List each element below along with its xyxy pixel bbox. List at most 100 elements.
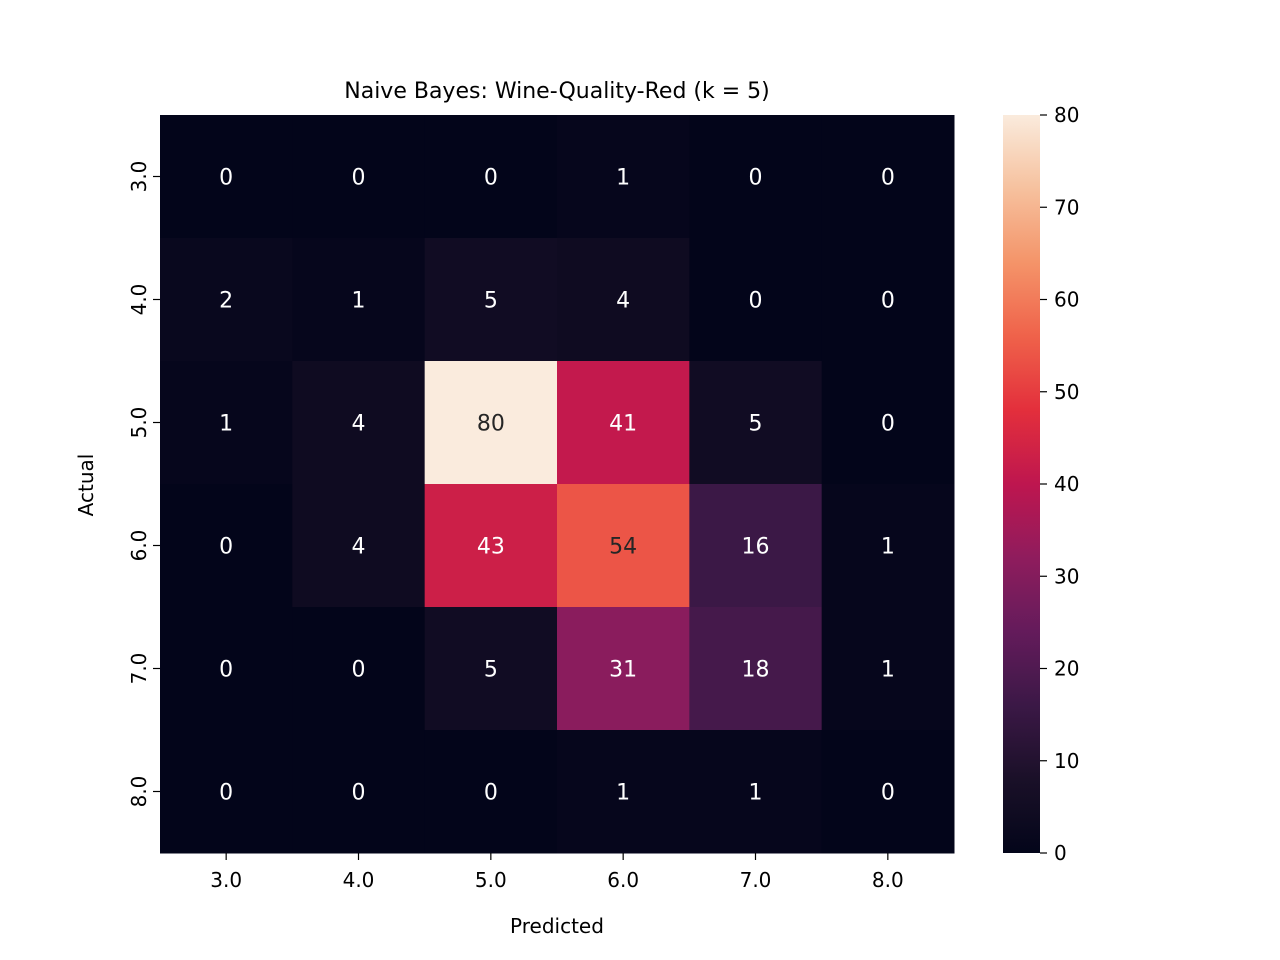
heatmap-cell	[424, 361, 558, 485]
cell-value-label: 0	[352, 658, 366, 683]
cell-value-label: 0	[219, 535, 233, 560]
colorbar-tick-label: 0	[1054, 841, 1067, 865]
cell-value-label: 0	[881, 781, 895, 806]
heatmap-cell	[689, 484, 823, 608]
cell-value-label: 80	[477, 412, 505, 437]
cell-value-label: 0	[219, 658, 233, 683]
colorbar-tick-label: 50	[1054, 380, 1079, 404]
colorbar-tick-label: 60	[1054, 288, 1079, 312]
cell-value-label: 0	[219, 781, 233, 806]
cell-value-label: 41	[609, 412, 637, 437]
colorbar-tick-label: 70	[1054, 195, 1079, 219]
heatmap-cells	[160, 115, 955, 854]
heatmap-cell	[689, 607, 823, 731]
cell-value-label: 0	[749, 289, 763, 314]
cell-value-label: 54	[609, 535, 637, 560]
x-tick-label: 7.0	[740, 868, 772, 892]
heatmap-cell	[821, 730, 955, 854]
cell-value-label: 1	[616, 166, 630, 191]
heatmap-cell	[424, 238, 558, 362]
heatmap-cell	[689, 730, 823, 854]
heatmap-cell	[689, 115, 823, 239]
y-tick-label: 5.0	[127, 407, 151, 439]
colorbar-tick-label: 30	[1054, 564, 1079, 588]
cell-value-label: 0	[219, 166, 233, 191]
heatmap-cell	[292, 607, 426, 731]
heatmap-cell	[821, 484, 955, 608]
x-tick-label: 8.0	[872, 868, 904, 892]
y-tick-label: 4.0	[127, 284, 151, 316]
cell-value-label: 0	[749, 166, 763, 191]
x-tick-label: 4.0	[343, 868, 375, 892]
colorbar	[1003, 115, 1040, 853]
heatmap-cell	[821, 238, 955, 362]
cell-value-label: 0	[881, 289, 895, 314]
cell-value-label: 0	[881, 166, 895, 191]
heatmap-cell	[821, 115, 955, 239]
heatmap-cell	[292, 361, 426, 485]
y-tick-label: 7.0	[127, 653, 151, 685]
heatmap-cell	[557, 238, 690, 362]
y-tick-label: 6.0	[127, 530, 151, 562]
heatmap-cell	[557, 607, 690, 731]
colorbar-ticks: 0 10 20 30 40 50 60 70 80	[1040, 103, 1079, 865]
x-axis-label: Predicted	[510, 914, 604, 938]
heatmap-cell	[689, 361, 823, 485]
heatmap-cell	[557, 115, 690, 239]
heatmap-cell	[557, 361, 690, 485]
cell-value-label: 5	[484, 289, 498, 314]
y-axis-ticks: 3.0 4.0 5.0 6.0 7.0 8.0	[127, 161, 160, 808]
chart-title: Naive Bayes: Wine-Quality-Red (k = 5)	[344, 79, 769, 104]
cell-value-label: 0	[881, 412, 895, 437]
cell-value-label: 5	[749, 412, 763, 437]
cell-value-label: 0	[352, 166, 366, 191]
cell-value-label: 4	[352, 412, 366, 437]
cell-value-label: 5	[484, 658, 498, 683]
cell-value-label: 16	[742, 535, 770, 560]
cell-value-label: 18	[742, 658, 770, 683]
cell-value-label: 31	[609, 658, 637, 683]
cell-value-label: 0	[484, 781, 498, 806]
cell-value-label: 2	[219, 289, 233, 314]
heatmap-cell	[160, 361, 293, 485]
heatmap-cell	[292, 115, 426, 239]
heatmap-cell	[160, 730, 293, 854]
cell-value-label: 0	[352, 781, 366, 806]
heatmap-cell	[557, 484, 690, 608]
cell-value-label: 1	[881, 658, 895, 683]
heatmap-cell	[160, 607, 293, 731]
x-tick-label: 3.0	[210, 868, 242, 892]
heatmap-cell	[160, 238, 293, 362]
cell-value-label: 1	[749, 781, 763, 806]
cell-value-label: 4	[352, 535, 366, 560]
heatmap-cell	[424, 730, 558, 854]
cell-value-label: 4	[616, 289, 630, 314]
colorbar-tick-label: 20	[1054, 657, 1079, 681]
cell-value-label: 0	[484, 166, 498, 191]
heatmap-cell	[557, 730, 690, 854]
cell-value-label: 1	[352, 289, 366, 314]
heatmap-cell	[821, 607, 955, 731]
y-tick-label: 8.0	[127, 776, 151, 808]
cell-value-label: 1	[881, 535, 895, 560]
cell-value-label: 1	[616, 781, 630, 806]
heatmap-cell	[160, 115, 293, 239]
heatmap-cell-labels: 0 0 0 1 0 02 1 5 4 0 01 4 80 41 5 00 4 43 54 16 10 0 5 31 18 10 0 0…	[219, 166, 895, 806]
heatmap-cell	[424, 115, 558, 239]
heatmap-cell	[424, 607, 558, 731]
x-tick-label: 5.0	[475, 868, 507, 892]
cell-value-label: 43	[477, 535, 505, 560]
heatmap-cell	[292, 238, 426, 362]
heatmap-cell	[292, 730, 426, 854]
heatmap-cell	[689, 238, 823, 362]
heatmap-cell	[292, 484, 426, 608]
cell-value-label: 1	[219, 412, 233, 437]
colorbar-tick-label: 80	[1054, 103, 1079, 127]
heatmap-cell	[160, 484, 293, 608]
x-axis-ticks: 3.0 4.0 5.0 6.0 7.0 8.0	[210, 853, 904, 892]
heatmap-cell	[821, 361, 955, 485]
y-axis-label: Actual	[74, 454, 98, 517]
colorbar-tick-label: 10	[1054, 749, 1079, 773]
y-tick-label: 3.0	[127, 161, 151, 193]
